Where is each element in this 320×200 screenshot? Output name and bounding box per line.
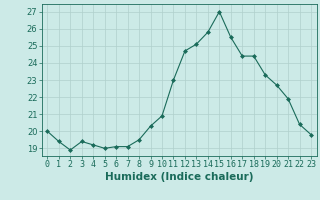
X-axis label: Humidex (Indice chaleur): Humidex (Indice chaleur)	[105, 172, 253, 182]
